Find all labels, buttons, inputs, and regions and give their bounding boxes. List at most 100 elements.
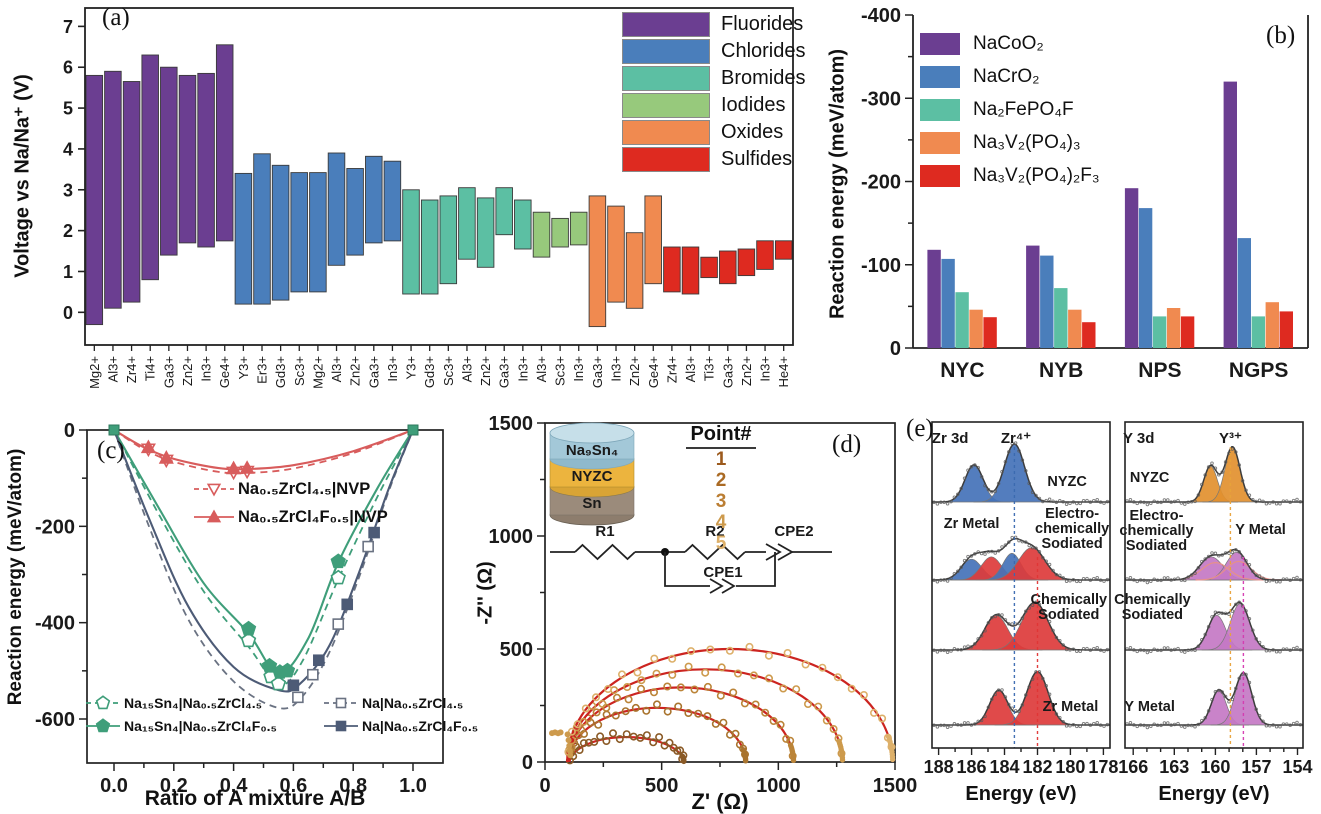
- tick-label: 0.0: [100, 775, 128, 797]
- raw-data-point: [1064, 502, 1069, 506]
- raw-data-point: [945, 502, 950, 506]
- raw-data-point: [1183, 650, 1187, 654]
- data-point-marker: [368, 526, 380, 539]
- raw-data-point: [1264, 649, 1269, 653]
- data-point: [596, 732, 605, 741]
- raw-data-point: [1223, 611, 1228, 616]
- spectrum-row-3: Zr Metal: [932, 670, 1110, 730]
- data-point: [740, 699, 749, 708]
- raw-data-point: [1041, 499, 1045, 504]
- raw-data-point: [1007, 702, 1011, 707]
- raw-data-point: [1007, 540, 1011, 544]
- raw-data-point: [1017, 709, 1021, 714]
- raw-data-point: [1210, 461, 1214, 465]
- raw-data-point: [935, 580, 940, 584]
- raw-data-point: [1251, 498, 1255, 502]
- category-label: In3+: [758, 356, 773, 382]
- raw-data-point: [1044, 498, 1048, 503]
- spectrum-label: Electro-: [1129, 508, 1183, 524]
- raw-data-point: [1257, 498, 1262, 502]
- raw-data-point: [1172, 499, 1177, 504]
- data-point: [642, 731, 651, 740]
- data-point: [706, 645, 715, 654]
- spectrum-label: NYZC: [1130, 470, 1170, 486]
- energy-bar-NYC: [969, 309, 983, 348]
- spectrum-label: Y Metal: [1124, 699, 1175, 715]
- raw-data-point: [1210, 615, 1214, 619]
- energy-bar-NYB: [1068, 309, 1082, 348]
- raw-data-point: [1274, 725, 1279, 729]
- category-label: In3+: [385, 356, 400, 382]
- raw-data-point: [1254, 573, 1258, 578]
- spectrum-label: Chemically: [1114, 592, 1191, 608]
- voltage-bar: [290, 172, 308, 293]
- raw-data-point: [1295, 575, 1299, 580]
- raw-data-point: [1051, 628, 1055, 633]
- raw-data-point: [1288, 723, 1292, 728]
- raw-data-point: [1210, 551, 1214, 555]
- legend-item-nacro2: NaCrO₂: [920, 60, 1100, 93]
- voltage-bar: [234, 172, 253, 305]
- spectrum-label: Sodiated: [1041, 536, 1102, 552]
- data-point: [716, 691, 725, 700]
- energy-bar-NYC: [927, 249, 941, 348]
- raw-data-point: [1247, 617, 1252, 621]
- raw-data-point: [1254, 499, 1258, 504]
- legend-item-oxides: Oxides: [622, 119, 805, 145]
- raw-data-point: [1169, 578, 1173, 582]
- tick-label: 182: [1022, 757, 1052, 777]
- data-point: [649, 738, 658, 747]
- raw-data-point: [1013, 441, 1018, 445]
- legend-item-fluorides: Fluorides: [622, 11, 805, 37]
- raw-data-point: [969, 723, 974, 727]
- raw-data-point: [1088, 578, 1093, 582]
- voltage-bar: [700, 256, 718, 279]
- data-point: [869, 708, 878, 717]
- raw-data-point: [1155, 723, 1160, 728]
- raw-data-point: [1155, 500, 1160, 505]
- raw-data-point: [1193, 499, 1197, 504]
- raw-data-point: [1186, 723, 1190, 728]
- data-point-marker: [330, 569, 346, 585]
- raw-data-point: [979, 718, 984, 723]
- raw-data-point: [1037, 550, 1042, 554]
- raw-data-point: [1220, 690, 1224, 694]
- raw-data-point: [1145, 725, 1150, 730]
- raw-data-point: [1085, 498, 1089, 503]
- raw-data-point: [1196, 493, 1201, 497]
- tick-label: -200: [861, 172, 901, 194]
- raw-data-point: [1251, 569, 1255, 573]
- raw-data-point: [942, 723, 946, 728]
- data-point: [731, 729, 740, 738]
- raw-data-point: [1095, 720, 1099, 725]
- data-point-marker: [240, 620, 257, 636]
- raw-data-point: [1105, 647, 1110, 652]
- raw-data-point: [1085, 576, 1089, 581]
- raw-data-point: [1189, 573, 1194, 577]
- circuit-label-r2: R2: [705, 523, 724, 540]
- raw-data-point: [1166, 721, 1170, 725]
- tick-label: 0: [522, 752, 533, 774]
- raw-data-point: [1227, 612, 1231, 617]
- legend-label: Na|Na₀.₅ZrCl₄.₅: [362, 694, 464, 711]
- data-point: [665, 738, 674, 747]
- legend-marker: [335, 720, 347, 731]
- legend-marker: [206, 509, 222, 523]
- raw-data-point: [1024, 693, 1028, 697]
- category-label: Zn2+: [478, 356, 493, 386]
- data-point: [598, 699, 607, 708]
- category-label: Al3+: [534, 356, 549, 382]
- tick-label: 184: [989, 757, 1019, 777]
- raw-data-point: [1200, 718, 1204, 723]
- raw-data-point: [1085, 646, 1089, 651]
- data-point: [847, 684, 856, 693]
- raw-data-point: [1217, 473, 1221, 477]
- spectrum-label: NYZC: [1047, 474, 1087, 490]
- tick-label: 1500: [873, 775, 918, 797]
- tick-label: 157: [1241, 757, 1271, 777]
- tick-label: 3: [63, 180, 73, 200]
- raw-data-point: [1237, 463, 1241, 467]
- raw-data-point: [1024, 540, 1028, 544]
- data-point: [674, 702, 683, 711]
- voltage-bar: [365, 155, 383, 244]
